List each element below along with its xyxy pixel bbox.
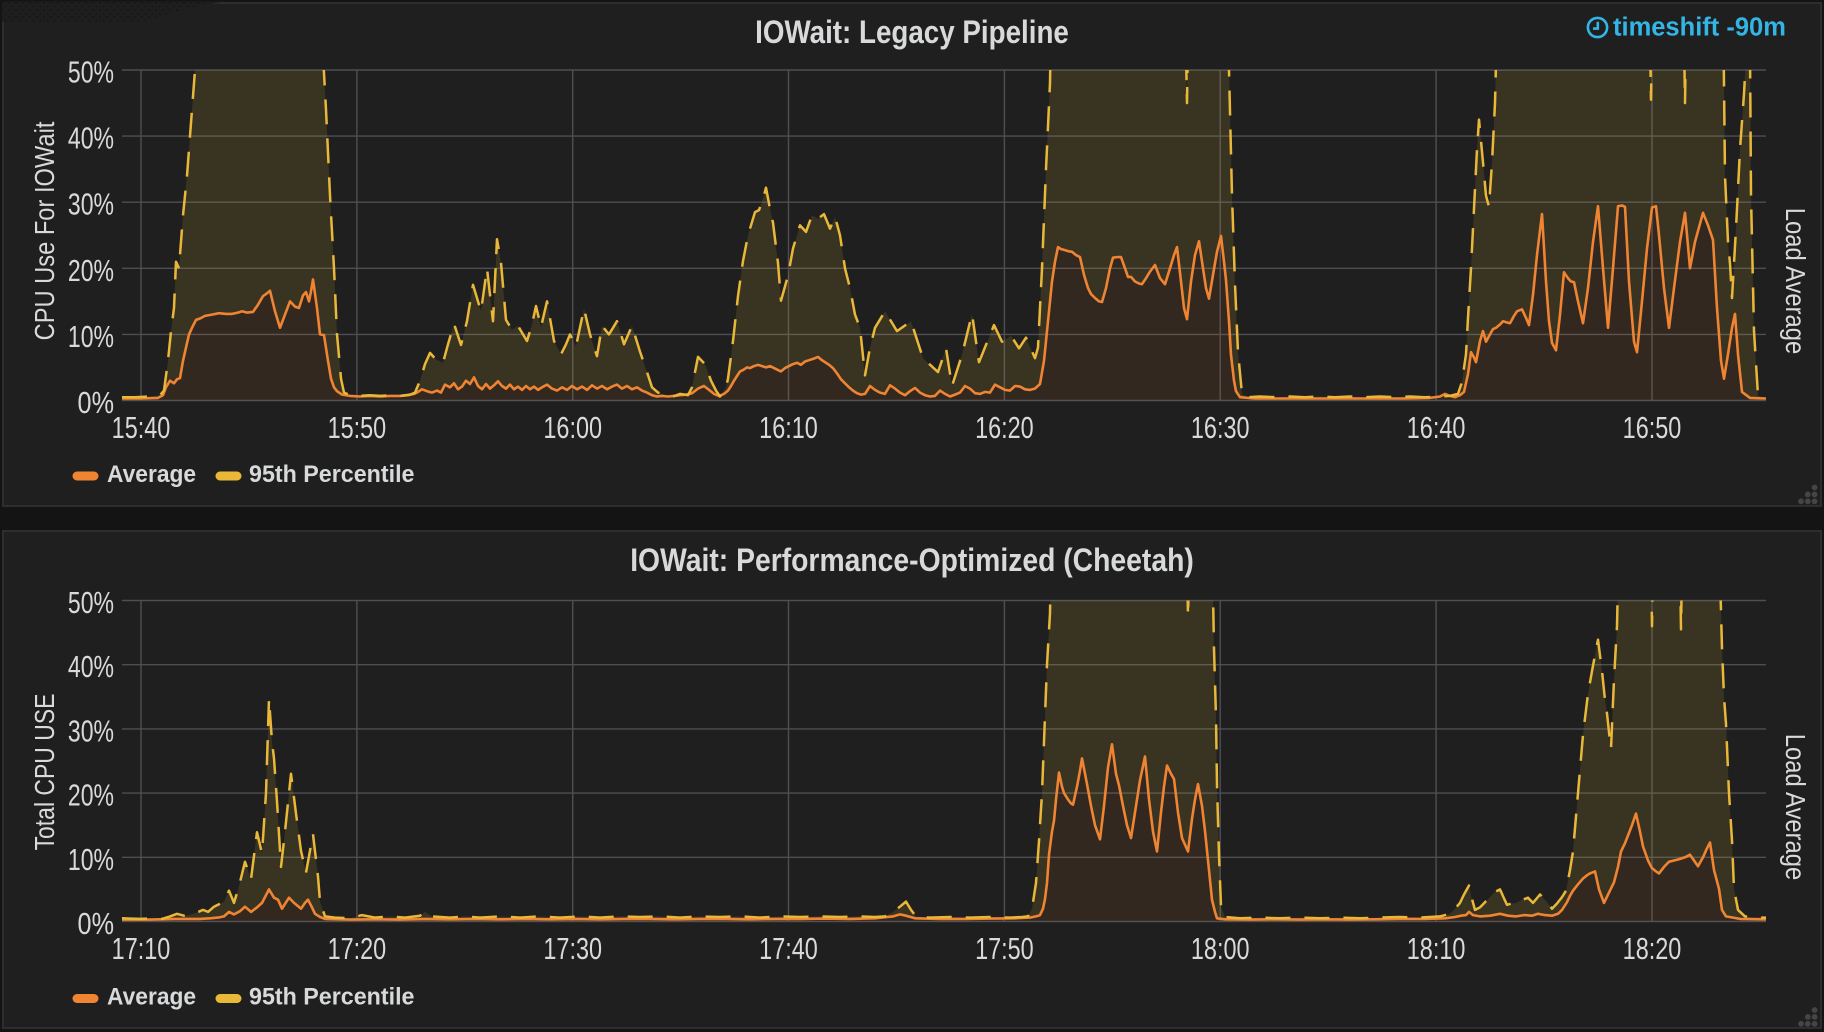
svg-text:0%: 0% (78, 384, 114, 419)
svg-text:30%: 30% (68, 713, 114, 748)
svg-text:50%: 50% (68, 585, 114, 620)
svg-text:16:40: 16:40 (1407, 410, 1466, 445)
svg-text:Total CPU USE: Total CPU USE (30, 694, 61, 851)
svg-text:20%: 20% (68, 777, 114, 812)
svg-text:Load Average: Load Average (1780, 734, 1812, 881)
svg-text:40%: 40% (68, 120, 114, 155)
svg-text:17:10: 17:10 (112, 931, 171, 966)
svg-text:IOWait: Legacy Pipeline: IOWait: Legacy Pipeline (755, 15, 1069, 50)
svg-text:20%: 20% (68, 252, 114, 287)
svg-text:16:30: 16:30 (1191, 410, 1250, 445)
svg-text:18:20: 18:20 (1623, 931, 1682, 966)
svg-text:16:50: 16:50 (1623, 410, 1682, 445)
svg-text:17:30: 17:30 (543, 931, 602, 966)
svg-text:16:00: 16:00 (543, 410, 602, 445)
svg-text:18:10: 18:10 (1407, 931, 1466, 966)
svg-text:Average: Average (107, 983, 196, 1010)
svg-text:17:20: 17:20 (328, 931, 387, 966)
svg-text:40%: 40% (68, 649, 114, 684)
svg-text:timeshift -90m: timeshift -90m (1613, 14, 1786, 42)
svg-text:16:10: 16:10 (759, 410, 818, 445)
svg-text:10%: 10% (68, 319, 114, 354)
svg-text:CPU Use For IOWait: CPU Use For IOWait (30, 121, 60, 341)
svg-text:95th Percentile: 95th Percentile (249, 984, 414, 1010)
svg-text:15:40: 15:40 (112, 410, 171, 445)
svg-text:18:00: 18:00 (1191, 931, 1250, 966)
svg-text:30%: 30% (68, 186, 114, 221)
svg-text:Average: Average (107, 460, 196, 487)
svg-text:17:50: 17:50 (975, 931, 1034, 966)
svg-text:17:40: 17:40 (759, 931, 818, 966)
svg-text:10%: 10% (68, 841, 114, 876)
svg-text:0%: 0% (78, 905, 114, 940)
svg-text:IOWait: Performance-Optimized: IOWait: Performance-Optimized (Cheetah) (630, 543, 1194, 578)
svg-text:50%: 50% (68, 54, 114, 89)
svg-text:15:50: 15:50 (328, 410, 387, 445)
svg-text:95th Percentile: 95th Percentile (249, 462, 414, 488)
svg-text:Load Average: Load Average (1780, 208, 1812, 355)
svg-text:16:20: 16:20 (975, 410, 1034, 445)
